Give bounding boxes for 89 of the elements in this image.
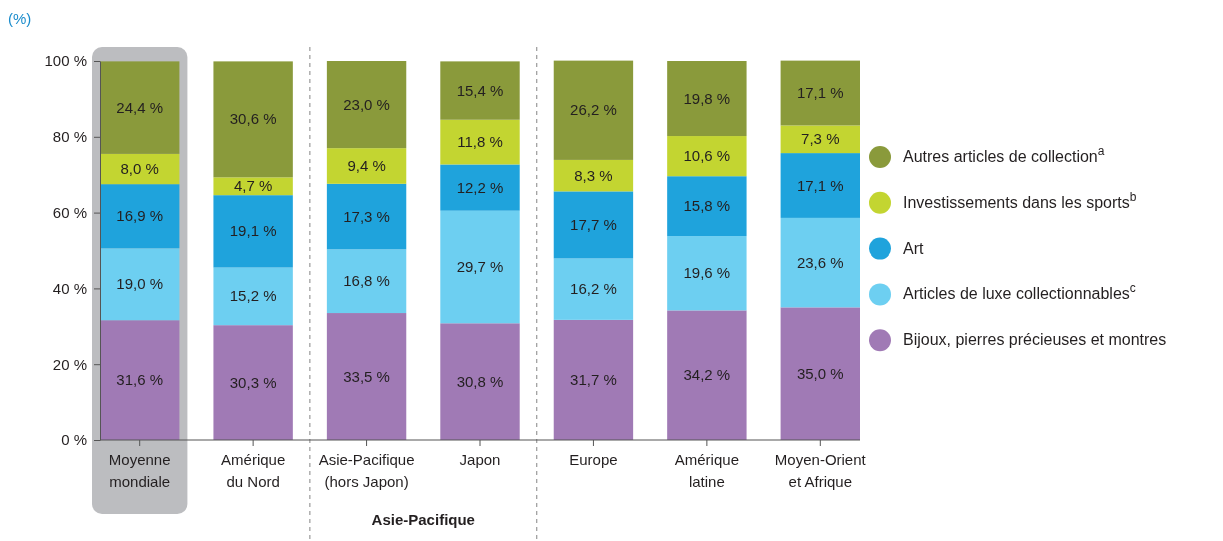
data-label: 17,7 %: [570, 215, 617, 233]
x-tick-label: Amérique du Nord: [221, 450, 286, 491]
data-label: 12,2 %: [456, 178, 504, 196]
bar: [780, 217, 860, 308]
bar: [100, 320, 180, 440]
data-label: 17,3 %: [343, 207, 390, 225]
data-label: 15,2 %: [229, 287, 277, 305]
bar: [440, 119, 520, 165]
bar: [440, 164, 520, 211]
data-label: 15,4 %: [456, 81, 504, 99]
y-axis-title: (%): [8, 10, 32, 27]
x-tick-label: Moyenne mondiale: [108, 450, 171, 491]
bar: [553, 319, 634, 440]
x-tick-label: Asie-Pacifique (hors Japon): [318, 450, 415, 491]
bar: [780, 153, 860, 218]
bar: [213, 177, 293, 196]
data-label: 10,6 %: [683, 147, 731, 165]
x-tick-label: Moyen-Orient et Afrique: [774, 450, 867, 491]
bar: [326, 313, 407, 440]
bar: [213, 325, 293, 440]
data-label: 23,0 %: [343, 95, 390, 113]
bar: [667, 236, 747, 311]
bar: [780, 60, 860, 126]
data-label: 31,7 %: [570, 370, 617, 388]
bar: [326, 61, 407, 149]
data-label: 31,6 %: [116, 371, 164, 389]
y-tick-label: 100 %: [44, 52, 87, 70]
data-label: 19,8 %: [683, 89, 731, 107]
bar: [553, 191, 634, 259]
bar: [667, 61, 747, 137]
bar: [667, 176, 747, 237]
data-label: 35,0 %: [796, 364, 844, 382]
y-tick-label: 60 %: [52, 203, 87, 221]
bar: [213, 61, 293, 178]
y-tick-label: 80 %: [52, 128, 87, 146]
bar: [326, 148, 407, 184]
data-label: 30,6 %: [229, 110, 277, 128]
data-label: 7,3 %: [801, 130, 840, 148]
data-label: 8,3 %: [574, 166, 613, 184]
bar: [440, 61, 520, 120]
data-label: 9,4 %: [347, 156, 386, 174]
data-label: 24,4 %: [116, 98, 164, 116]
legend-label: Art: [903, 239, 924, 257]
data-label: 11,8 %: [457, 133, 503, 151]
bar: [440, 210, 520, 324]
data-label: 34,2 %: [683, 366, 731, 384]
bar: [213, 195, 293, 268]
y-tick-label: 40 %: [52, 279, 87, 297]
x-tick-label: Europe: [569, 450, 618, 468]
data-label: 33,5 %: [343, 367, 390, 385]
data-label: 30,3 %: [229, 373, 277, 391]
bar: [440, 323, 520, 440]
data-label: 30,8 %: [456, 372, 504, 390]
data-label: 4,7 %: [233, 177, 273, 195]
data-label: 26,2 %: [570, 101, 617, 119]
data-label: 19,1 %: [229, 222, 277, 240]
bar: [100, 248, 180, 321]
data-label: 17,1 %: [796, 84, 844, 102]
bar: [780, 307, 860, 440]
legend-label: Autres articles de collection$^{a}$: [903, 144, 1105, 165]
data-label: 15,8 %: [683, 197, 731, 215]
bar: [553, 258, 634, 320]
bar: [667, 136, 747, 177]
data-label: 29,7 %: [456, 257, 504, 275]
bar: [100, 184, 180, 249]
data-label: 23,6 %: [796, 253, 844, 271]
data-label: 16,8 %: [343, 272, 390, 290]
bar: [326, 249, 407, 314]
text: Asie-Pacifique: [371, 511, 475, 528]
bar: [553, 159, 634, 192]
bar: [213, 267, 293, 326]
data-label: 8,0 %: [120, 160, 159, 178]
y-tick-label: 0 %: [61, 431, 87, 449]
y-tick-label: 20 %: [52, 355, 87, 373]
x-tick-label: Japon: [459, 450, 501, 468]
data-label: 19,0 %: [116, 275, 164, 293]
bar: [667, 310, 747, 440]
bar: [553, 60, 634, 160]
x-tick-label: Amérique latine: [674, 450, 739, 491]
legend-label: Investissements dans les sports$^{b}$: [903, 189, 1137, 211]
legend-label: Bijoux, pierres précieuses et montres: [903, 331, 1167, 349]
bar: [100, 61, 180, 154]
bar: [780, 125, 860, 154]
data-label: 19,6 %: [683, 264, 731, 282]
legend-label: Articles de luxe collectionnables$^{c}$: [903, 281, 1136, 303]
bar: [326, 183, 407, 250]
data-label: 16,9 %: [116, 207, 164, 225]
data-label: 17,1 %: [796, 176, 844, 194]
data-label: 16,2 %: [570, 280, 617, 298]
